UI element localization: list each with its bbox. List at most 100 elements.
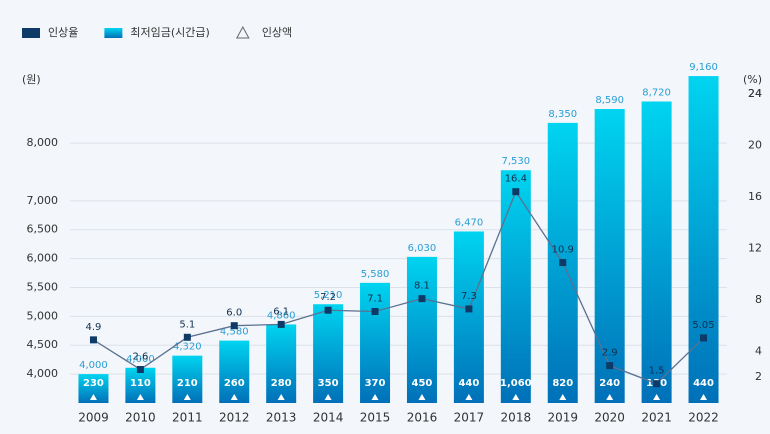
x-tick-label: 2014 [313, 411, 344, 425]
increase-label: 260 [224, 378, 245, 389]
rate-marker [653, 380, 661, 388]
increase-label: 240 [599, 378, 620, 389]
rate-label: 2.9 [602, 348, 618, 359]
rate-marker [89, 336, 97, 344]
y-tick-label: 4,500 [27, 338, 59, 351]
x-tick-label: 2021 [641, 411, 672, 425]
rate-label: 6.1 [273, 306, 289, 317]
increase-marker [700, 394, 708, 400]
increase-marker [512, 394, 520, 400]
rate-marker [512, 188, 520, 196]
increase-label: 110 [130, 378, 151, 389]
bar [219, 340, 250, 403]
bar [453, 231, 484, 403]
x-tick-label: 2015 [360, 411, 391, 425]
rate-marker [418, 295, 426, 303]
bar-value-label: 9,160 [689, 62, 718, 73]
increase-marker [230, 394, 238, 400]
rate-marker [324, 306, 332, 314]
y2-tick-label: 2 [755, 370, 762, 383]
bar-value-label: 4,860 [267, 310, 296, 321]
x-tick-label: 2012 [219, 411, 250, 425]
x-tick-label: 2018 [501, 411, 532, 425]
increase-label: 350 [318, 378, 339, 389]
rate-label: 2.6 [132, 352, 148, 363]
rate-marker [277, 320, 285, 328]
y-axis-label: (원) [22, 73, 41, 86]
rate-label: 7.3 [461, 291, 477, 302]
legend-swatch [104, 28, 123, 38]
rate-marker [183, 333, 191, 341]
rate-label: 5.05 [692, 320, 714, 331]
bar-value-label: 6,470 [455, 217, 484, 228]
rate-marker [136, 366, 144, 373]
increase-marker [183, 394, 191, 400]
bar [360, 282, 391, 403]
legend-label: 인상율 [48, 26, 78, 39]
x-tick-label: 2016 [407, 411, 438, 425]
increase-label: 280 [271, 378, 292, 389]
x-tick-label: 2022 [688, 411, 719, 425]
x-tick-label: 2017 [454, 411, 485, 425]
rate-label: 16.4 [505, 174, 527, 185]
y-tick-label: 5,000 [27, 309, 59, 322]
increase-label: 210 [177, 378, 198, 389]
bar-value-label: 4,000 [126, 354, 155, 365]
bar [406, 256, 437, 403]
x-tick-label: 2013 [266, 411, 297, 425]
y-tick-label: 6,000 [27, 252, 59, 265]
x-tick-label: 2010 [125, 411, 156, 425]
bar [500, 170, 531, 403]
y2-tick-label: 20 [748, 138, 762, 151]
bar-value-label: 4,320 [173, 342, 202, 353]
increase-marker [371, 394, 379, 400]
x-tick-label: 2009 [78, 411, 109, 425]
legend-label: 인상액 [262, 26, 292, 39]
rate-marker [465, 305, 473, 313]
rate-label: 7.2 [320, 292, 336, 303]
increase-marker [465, 394, 473, 400]
increase-label: 370 [365, 378, 386, 389]
bar [594, 109, 625, 404]
rate-marker [606, 362, 614, 370]
rate-label: 5.1 [179, 319, 195, 330]
rate-marker [371, 308, 379, 316]
bar [688, 76, 719, 403]
increase-marker [653, 394, 661, 400]
increase-label: 1,060 [500, 378, 532, 389]
rate-marker [700, 334, 708, 342]
rate-marker [559, 259, 567, 267]
increase-label: 450 [412, 378, 433, 389]
y2-tick-label: 8 [755, 293, 762, 306]
legend-swatch [235, 25, 250, 39]
bar-value-label: 7,530 [502, 156, 531, 167]
x-tick-label: 2019 [547, 411, 578, 425]
legend-label: 최저임금(시간급) [130, 26, 209, 39]
increase-label: 230 [83, 378, 104, 389]
rate-label: 10.9 [552, 245, 574, 256]
y2-tick-label: 12 [748, 241, 762, 254]
y2-tick-label: 16 [748, 190, 762, 203]
bar-value-label: 8,590 [595, 95, 624, 106]
increase-marker [89, 394, 97, 400]
bar-value-label: 4,000 [79, 360, 108, 371]
increase-marker [606, 394, 614, 400]
rate-label: 1.5 [649, 366, 665, 377]
rate-label: 4.9 [86, 322, 102, 333]
bar-value-label: 5,580 [361, 269, 390, 280]
increase-label: 440 [693, 378, 714, 389]
increase-marker [136, 394, 144, 400]
y-tick-label: 6,500 [27, 223, 59, 236]
y-tick-label: 5,500 [27, 280, 59, 293]
increase-marker [418, 394, 426, 400]
rate-label: 6.0 [226, 308, 242, 319]
increase-marker [324, 394, 332, 400]
y2-tick-label: 4 [755, 344, 762, 357]
bar-value-label: 5,210 [314, 290, 343, 301]
bar [313, 304, 344, 403]
bar-value-label: 6,030 [408, 243, 437, 254]
rate-label: 7.1 [367, 294, 383, 305]
y-tick-label: 7,000 [27, 194, 59, 207]
x-tick-label: 2020 [594, 411, 625, 425]
